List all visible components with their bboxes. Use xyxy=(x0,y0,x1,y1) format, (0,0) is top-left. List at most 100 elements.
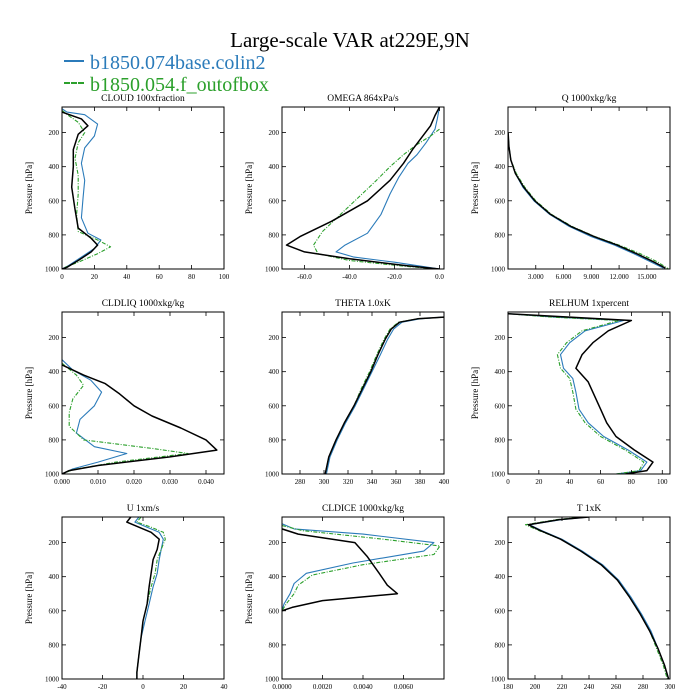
plot-frame xyxy=(507,106,671,270)
y-tick-label: 600 xyxy=(269,197,280,205)
x-tick-label: 40 xyxy=(123,273,131,281)
y-axis-label: Pressure [hPa] xyxy=(24,162,34,214)
legend-entry-outofbox: b1850.054.f_outofbox xyxy=(64,74,269,97)
x-tick-label: 0.000 xyxy=(54,478,70,486)
series-line-black xyxy=(285,107,441,269)
y-tick-label: 800 xyxy=(49,231,60,239)
x-tick-label: 260 xyxy=(611,683,622,691)
series-line-base xyxy=(508,132,664,269)
series-group xyxy=(324,316,444,474)
y-tick-label: 200 xyxy=(49,129,60,137)
y-tick-label: 800 xyxy=(495,641,506,649)
y-tick-label: 800 xyxy=(49,641,60,649)
x-tick-label: 100 xyxy=(219,273,230,281)
plot-frame xyxy=(281,311,445,475)
x-tick-label: 280 xyxy=(295,478,306,486)
y-axis-label: Pressure [hPa] xyxy=(470,367,480,419)
plot-frame xyxy=(507,311,671,475)
x-tick-label: 40 xyxy=(566,478,574,486)
legend-label-base: b1850.074base.colin2 xyxy=(90,52,266,74)
y-tick-label: 800 xyxy=(49,436,60,444)
chart-panel-7: U 1xm/s Pressure [hPa] -40 -20 0 20 40 200 400 60… xyxy=(24,504,228,691)
y-tick-label: 600 xyxy=(269,607,280,615)
y-tick-label: 800 xyxy=(269,641,280,649)
panel-title: U 1xm/s xyxy=(127,504,160,514)
y-tick-label: 1000 xyxy=(491,471,506,479)
x-tick-label: 6.000 xyxy=(556,273,572,281)
series-line-base xyxy=(282,523,435,611)
x-tick-label: 0 xyxy=(506,478,510,486)
series-line-base xyxy=(335,107,441,269)
x-tick-label: 300 xyxy=(665,683,676,691)
x-tick-label: -20 xyxy=(98,683,108,691)
series-line-black xyxy=(62,364,218,474)
panel-title: OMEGA 864xPa/s xyxy=(327,94,399,104)
x-tick-label: 180 xyxy=(503,683,514,691)
x-tick-label: 0.030 xyxy=(162,478,178,486)
legend-entry-base: b1850.074base.colin2 xyxy=(64,52,266,75)
y-tick-label: 200 xyxy=(495,539,506,547)
series-line-base xyxy=(62,359,128,474)
series-group xyxy=(524,517,670,679)
series-line-outofbox xyxy=(508,313,645,474)
chart-panel-5: THETA 1.0xK 280 300 320 340 360 380 400 200 400 60… xyxy=(265,299,450,486)
series-group xyxy=(508,132,669,269)
x-tick-label: 12.000 xyxy=(609,273,629,281)
x-tick-label: 60 xyxy=(156,273,164,281)
y-tick-label: 800 xyxy=(495,231,506,239)
y-axis-label: Pressure [hPa] xyxy=(24,367,34,419)
plot-frame xyxy=(61,516,225,680)
plot-frame xyxy=(61,311,225,475)
figure-title: Large-scale VAR at229E,9N xyxy=(230,28,470,52)
series-line-outofbox xyxy=(324,316,444,474)
series-line-base xyxy=(508,313,648,474)
series-line-black xyxy=(508,132,666,269)
panel-title: T 1xK xyxy=(577,504,602,514)
series-line-outofbox xyxy=(62,109,112,269)
chart-panel-1: CLOUD 100xfraction Pressure [hPa] 0 20 40 60 8… xyxy=(24,93,230,281)
x-tick-label: 0.0 xyxy=(435,273,444,281)
series-line-outofbox xyxy=(282,524,441,612)
x-tick-label: 300 xyxy=(319,478,330,486)
y-tick-label: 1000 xyxy=(265,471,280,479)
panel-title: CLDLIQ 1000xkg/kg xyxy=(102,299,185,309)
y-tick-label: 400 xyxy=(269,368,280,376)
x-tick-label: 360 xyxy=(391,478,402,486)
y-tick-label: 600 xyxy=(49,607,60,615)
y-tick-label: 200 xyxy=(49,334,60,342)
x-tick-label: 220 xyxy=(557,683,568,691)
y-tick-label: 600 xyxy=(495,402,506,410)
x-tick-label: 0 xyxy=(141,683,145,691)
y-tick-label: 1000 xyxy=(45,676,60,684)
x-tick-label: 280 xyxy=(638,683,649,691)
x-tick-label: 200 xyxy=(530,683,541,691)
x-tick-label: 0 xyxy=(60,273,64,281)
x-tick-label: 320 xyxy=(343,478,354,486)
y-tick-label: 600 xyxy=(49,197,60,205)
chart-panel-3: Q 1000xkg/kg Pressure [hPa] 3.000 6.000 9.00… xyxy=(470,94,671,281)
x-tick-label: -40 xyxy=(57,683,67,691)
series-line-black xyxy=(282,528,399,612)
series-line-black xyxy=(324,316,444,474)
y-tick-label: 400 xyxy=(495,368,506,376)
chart-panel-9: T 1xK 180 200 220 240 260 280 300 200 400 600 800 10… xyxy=(491,504,676,691)
y-tick-label: 800 xyxy=(269,231,280,239)
series-line-black xyxy=(508,312,654,474)
x-tick-label: 80 xyxy=(628,478,636,486)
y-tick-label: 800 xyxy=(269,436,280,444)
y-axis-label: Pressure [hPa] xyxy=(470,162,480,214)
y-tick-label: 1000 xyxy=(265,676,280,684)
y-tick-label: 400 xyxy=(49,163,60,171)
series-line-black xyxy=(62,111,99,269)
panel-title: CLOUD 100xfraction xyxy=(101,93,185,104)
legend-label-outofbox: b1850.054.f_outofbox xyxy=(90,74,269,96)
x-tick-label: 20 xyxy=(535,478,543,486)
x-tick-label: 0.040 xyxy=(198,478,214,486)
y-tick-label: 400 xyxy=(49,573,60,581)
y-tick-label: 200 xyxy=(269,539,280,547)
y-tick-label: 400 xyxy=(269,163,280,171)
y-tick-label: 200 xyxy=(49,539,60,547)
x-tick-label: 0.0020 xyxy=(313,683,333,691)
y-tick-label: 600 xyxy=(269,402,280,410)
